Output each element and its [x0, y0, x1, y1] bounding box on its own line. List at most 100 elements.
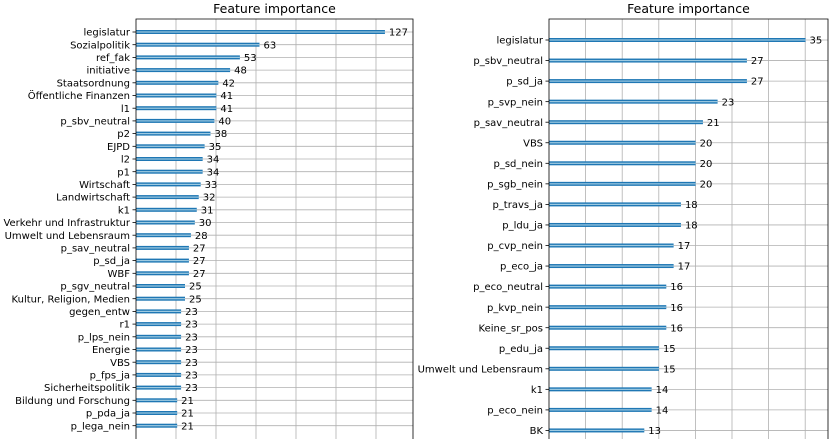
- bar-value-label: 16: [670, 282, 683, 293]
- bar-value-label: 14: [656, 385, 669, 396]
- y-tick-label: p_sav_neutral: [61, 244, 130, 255]
- bar-value-label: 25: [189, 294, 202, 305]
- y-tick-label: p_eco_ja: [500, 262, 543, 273]
- bar-highlight: [549, 39, 806, 41]
- y-tick-label: Bildung und Forschung: [15, 396, 130, 407]
- bar-highlight: [549, 121, 703, 123]
- chart-title: Feature importance: [213, 1, 336, 16]
- bar-highlight: [549, 142, 696, 144]
- bar-value-label: 41: [220, 104, 233, 115]
- axes-frame: [135, 18, 414, 439]
- bar-value-label: 23: [722, 97, 735, 108]
- y-tick-label: Kultur, Religion, Medien: [12, 294, 130, 305]
- bar-highlight: [136, 69, 231, 71]
- bar-value-label: 40: [218, 117, 231, 128]
- bar-highlight: [136, 120, 215, 122]
- axes-frame: [548, 18, 829, 439]
- bar-value-label: 33: [205, 180, 218, 191]
- bar-value-label: 18: [685, 221, 698, 232]
- bar-value-label: 41: [220, 91, 233, 102]
- bar-value-label: 23: [185, 320, 198, 331]
- bar-highlight: [136, 133, 211, 135]
- y-tick-label: Öffentliche Finanzen: [28, 89, 130, 102]
- bar-value-label: 38: [214, 129, 227, 140]
- bar-highlight: [549, 80, 747, 82]
- bar-highlight: [136, 310, 182, 312]
- y-tick-label: Wirtschaft: [79, 180, 130, 191]
- y-tick-label: p_sav_neutral: [474, 118, 543, 129]
- bar-highlight: [549, 368, 659, 370]
- y-tick-label: Sozialpolitik: [70, 40, 130, 51]
- bar-highlight: [136, 298, 185, 300]
- bar-highlight: [136, 44, 260, 46]
- bar-highlight: [136, 323, 182, 325]
- bar-highlight: [136, 158, 203, 160]
- bar-value-label: 21: [181, 396, 194, 407]
- bar-highlight: [136, 82, 219, 84]
- y-tick-label: p_sbv_neutral: [473, 56, 543, 67]
- bar-value-label: 30: [199, 218, 212, 229]
- bar-highlight: [136, 336, 182, 338]
- chart-right: Feature importance legislatur 35 p_sbv_neut…: [418, 1, 829, 439]
- bar-value-label: 21: [181, 421, 194, 432]
- bar-value-label: 15: [663, 344, 676, 355]
- bar-highlight: [549, 327, 667, 329]
- bar-value-label: 23: [185, 383, 198, 394]
- bar-value-label: 31: [201, 205, 214, 216]
- bar-highlight: [136, 247, 189, 249]
- y-tick-label: Keine_sr_pos: [479, 323, 543, 334]
- bar-value-label: 16: [670, 303, 683, 314]
- bar-value-label: 20: [700, 179, 713, 190]
- bar-value-label: 20: [700, 138, 713, 149]
- bar-highlight: [136, 260, 189, 262]
- y-tick-label: WBF: [108, 269, 131, 280]
- bar-highlight: [136, 425, 178, 427]
- y-tick-label: Staatsordnung: [57, 78, 130, 89]
- bar-value-label: 32: [203, 193, 216, 204]
- bar-highlight: [549, 162, 696, 164]
- bar-value-label: 13: [648, 426, 661, 437]
- bar-highlight: [136, 387, 182, 389]
- bar-value-label: 15: [663, 364, 676, 375]
- bar-highlight: [549, 183, 696, 185]
- bar-value-label: 25: [189, 282, 202, 293]
- y-tick-label: k1: [118, 205, 130, 216]
- y-tick-label: p_eco_nein: [487, 406, 543, 417]
- chart-title: Feature importance: [627, 1, 750, 16]
- y-tick-label: p_eco_neutral: [473, 282, 543, 293]
- bar-value-label: 23: [185, 358, 198, 369]
- bar-value-label: 23: [185, 307, 198, 318]
- bar-highlight: [549, 224, 681, 226]
- bar-highlight: [136, 361, 182, 363]
- bar-highlight: [136, 234, 191, 236]
- bar-value-label: 27: [193, 244, 206, 255]
- y-tick-label: p_travs_ja: [492, 200, 543, 211]
- y-tick-label: legislatur: [496, 36, 543, 47]
- bar-highlight: [136, 196, 199, 198]
- y-tick-label: legislatur: [83, 28, 130, 39]
- bar-value-label: 27: [193, 269, 206, 280]
- bar-value-label: 27: [751, 56, 764, 67]
- y-tick-label: initiative: [87, 66, 131, 77]
- y-tick-label: l1: [121, 104, 130, 115]
- bar-value-label: 16: [670, 323, 683, 334]
- bar-highlight: [549, 429, 645, 432]
- bar-highlight: [136, 107, 217, 109]
- bar-highlight: [136, 285, 185, 287]
- bar-highlight: [549, 306, 667, 308]
- bar-highlight: [549, 59, 747, 62]
- y-tick-label: l2: [121, 155, 130, 166]
- bar-highlight: [136, 348, 182, 351]
- bar-highlight: [136, 374, 182, 376]
- y-tick-label: p_edu_ja: [499, 344, 543, 355]
- bar-value-label: 63: [263, 40, 276, 51]
- y-tick-label: p2: [117, 129, 130, 140]
- bar-value-label: 28: [195, 231, 208, 242]
- y-tick-label: p_lega_nein: [71, 421, 130, 432]
- bar-value-label: 18: [685, 200, 698, 211]
- y-tick-label: p_cvp_nein: [487, 241, 543, 252]
- bar-value-label: 14: [656, 406, 669, 417]
- bar-highlight: [136, 272, 189, 274]
- bar-highlight: [549, 244, 674, 247]
- y-tick-label: p_pda_ja: [86, 409, 130, 420]
